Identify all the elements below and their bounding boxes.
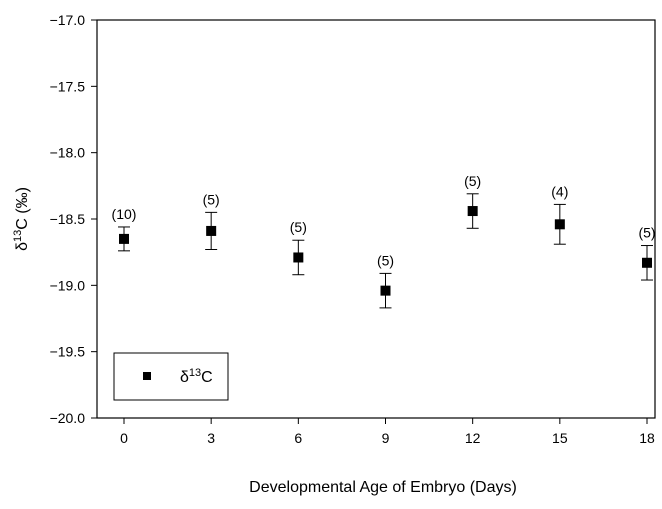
y-tick-label: −18.0 — [50, 145, 86, 161]
y-tick-label: −19.0 — [50, 277, 86, 293]
data-point — [554, 219, 565, 230]
data-point — [119, 233, 129, 244]
legend-box — [113, 352, 229, 401]
legend-marker-square — [143, 372, 151, 380]
sample-size-label: (5) — [464, 173, 481, 189]
x-tick-label: 9 — [382, 430, 390, 446]
y-tick-label: −19.5 — [50, 344, 86, 360]
y-axis: −17.0 −17.5 −18.0 −18.5 −19.0 −19.5 −20.0 — [50, 12, 97, 426]
x-axis: 0 3 6 9 12 15 18 — [120, 418, 655, 446]
data-point — [467, 206, 478, 217]
legend: δ13C — [113, 352, 229, 401]
data-point — [380, 285, 391, 296]
sample-size-label: (10) — [112, 206, 137, 222]
sample-size-labels: (10) (5) (5) (5) (5) (4) (5) — [112, 173, 656, 269]
sample-size-label: (4) — [551, 183, 568, 199]
data-point — [642, 257, 652, 268]
x-tick-label: 12 — [465, 430, 481, 446]
sample-size-label: (5) — [290, 219, 307, 235]
data-point — [206, 225, 217, 236]
data-point — [293, 252, 304, 263]
y-tick-label: −18.5 — [50, 211, 86, 227]
y-tick-label: −17.5 — [50, 78, 86, 94]
sample-size-label: (5) — [203, 191, 220, 207]
sample-size-label: (5) — [638, 225, 655, 241]
y-tick-label: −20.0 — [50, 410, 86, 426]
y-axis-title: δ13C (‰) — [12, 187, 31, 251]
x-tick-label: 6 — [294, 430, 302, 446]
y-tick-label: −17.0 — [50, 12, 86, 28]
x-tick-label: 3 — [207, 430, 215, 446]
x-tick-label: 0 — [120, 430, 128, 446]
sample-size-label: (5) — [377, 252, 394, 268]
x-axis-title: Developmental Age of Embryo (Days) — [249, 479, 517, 496]
x-tick-label: 18 — [639, 430, 655, 446]
data-points — [119, 206, 652, 296]
legend-label: δ13C — [180, 367, 213, 386]
x-tick-label: 15 — [552, 430, 568, 446]
